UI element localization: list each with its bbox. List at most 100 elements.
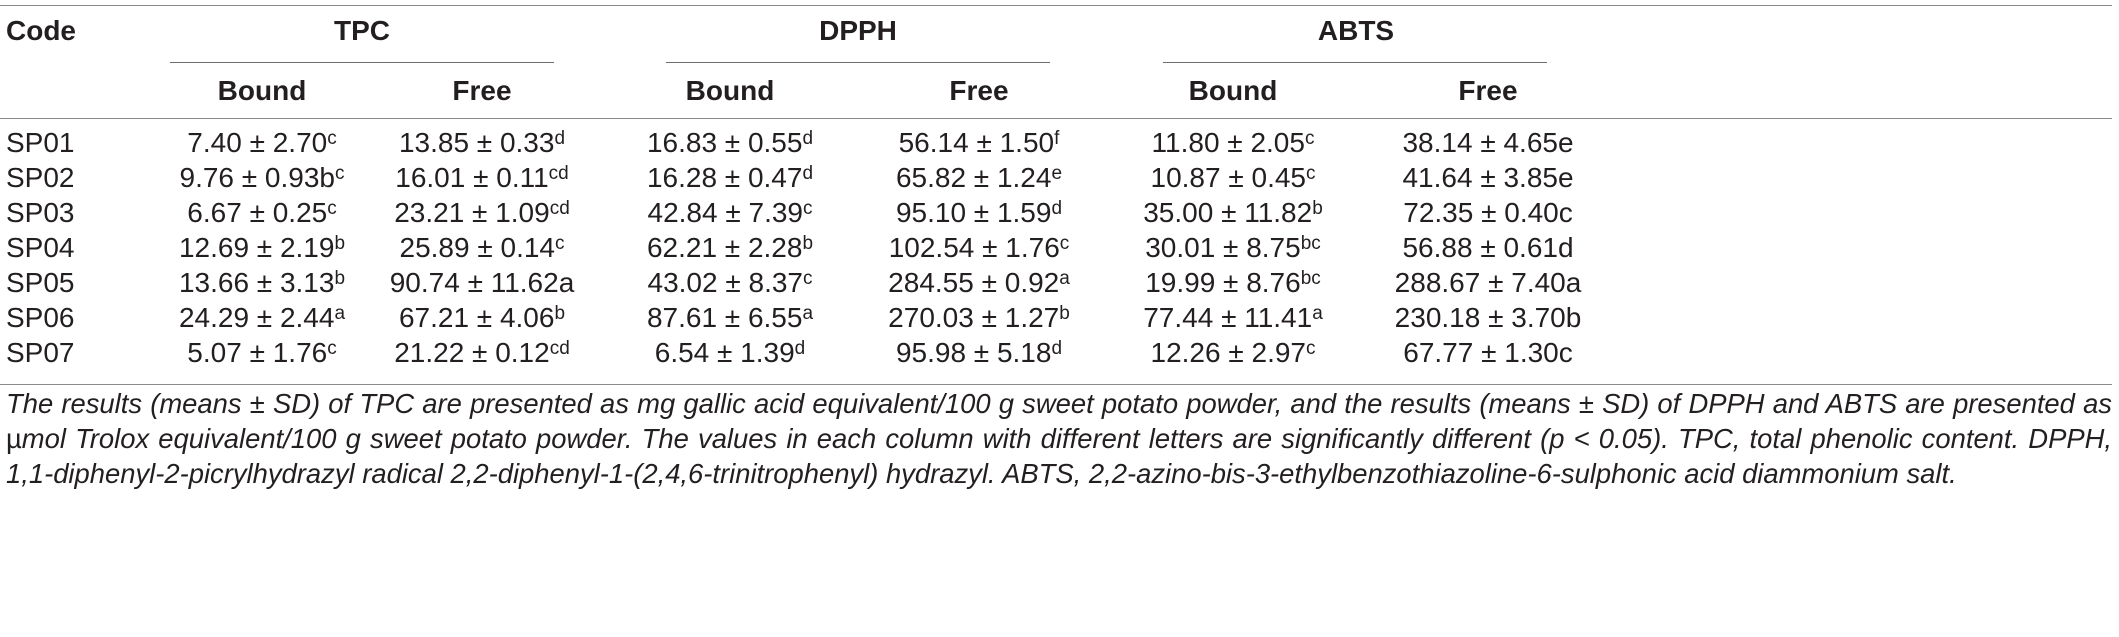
significance-letter: b [1059,303,1070,324]
table-cell: 102.54 ± 1.76c [889,231,1070,265]
table-cell: 12.69 ± 2.19b [179,231,345,265]
table-cell: 6.54 ± 1.39d [655,336,806,370]
cell-value: 62.21 ± 2.28 [646,232,803,263]
cell-value: 95.10 ± 1.59 [895,197,1052,228]
footnote-text-1: The results (means ± SD) of TPC are pres… [6,388,2112,419]
cell-value: 38.14 ± 4.65e [1402,127,1574,158]
cell-value: 56.88 ± 0.61d [1402,232,1574,263]
cell-value: 9.76 ± 0.93b [179,162,336,193]
table-cell: 24.29 ± 2.44a [179,301,345,335]
table-bottom-rule [0,384,2112,385]
row-code: SP02 [6,162,75,193]
cell-value: 12.69 ± 2.19 [178,232,335,263]
row-code: SP01 [6,127,75,158]
dpph-group-rule [666,62,1050,63]
table-cell: 23.21 ± 1.09cd [394,196,570,230]
cell-value: 72.35 ± 0.40c [1403,197,1573,228]
table-cell: 5.07 ± 1.76c [187,336,336,370]
table-cell: 62.21 ± 2.28b [647,231,813,265]
significance-letter: b [334,233,346,254]
significance-letter: b [802,233,814,254]
table-cell: 87.61 ± 6.55a [647,301,813,335]
table-cell: 10.87 ± 0.45c [1151,161,1316,195]
subheader-dpph-free: Free [949,75,1009,106]
group-header-dpph: DPPH [819,15,897,46]
significance-letter: bc [1300,233,1321,254]
subheader-tpc-bound: Bound [217,75,307,106]
cell-value: 284.55 ± 0.92 [888,267,1060,298]
cell-value: 230.18 ± 3.70b [1394,302,1582,333]
significance-letter: bc [1300,268,1321,289]
table-cell: 12.26 ± 2.97c [1151,336,1316,370]
cell-value: 23.21 ± 1.09 [394,197,550,228]
significance-letter: c [803,198,813,219]
cell-value: 95.98 ± 5.18 [895,337,1052,368]
table-cell: 30.01 ± 8.75bc [1145,231,1321,265]
table-cell: 35.00 ± 11.82b [1143,196,1323,230]
cell-value: 21.22 ± 0.12 [394,337,550,368]
cell-value: 270.03 ± 1.27 [888,302,1060,333]
significance-letter: cd [549,198,570,219]
significance-letter: f [1054,128,1060,149]
table-cell: 25.89 ± 0.14c [400,231,565,265]
cell-value: 67.77 ± 1.30c [1403,337,1573,368]
cell-value: 41.64 ± 3.85e [1402,162,1574,193]
table-cell: 284.55 ± 0.92a [888,266,1070,300]
table-cell: 13.85 ± 0.33d [399,126,565,160]
table-cell: 6.67 ± 0.25c [187,196,336,230]
table-cell: 67.77 ± 1.30c [1403,336,1573,370]
table-cell: 72.35 ± 0.40c [1403,196,1573,230]
table-cell: 7.40 ± 2.70c [187,126,336,160]
significance-letter: d [802,128,814,149]
significance-letter: cd [549,338,570,359]
significance-letter: c [335,163,345,184]
significance-letter: c [1304,128,1315,149]
significance-letter: b [1312,198,1323,219]
table-cell: 13.66 ± 3.13b [179,266,345,300]
cell-value: 16.28 ± 0.47 [646,162,803,193]
cell-value: 16.01 ± 0.11 [395,162,549,193]
row-code: SP03 [6,197,75,228]
table-top-rule [0,5,2112,6]
significance-letter: c [555,233,565,254]
table-cell: 90.74 ± 11.62a [390,266,575,300]
table-cell: 56.88 ± 0.61d [1402,231,1573,265]
subheader-abts-free: Free [1458,75,1518,106]
table-cell: 11.80 ± 2.05c [1152,126,1315,160]
significance-letter: cd [548,163,569,184]
table-cell: 95.98 ± 5.18d [896,336,1062,370]
cell-value: 102.54 ± 1.76 [888,232,1060,263]
cell-value: 16.83 ± 0.55 [646,127,803,158]
table-cell: 288.67 ± 7.40a [1395,266,1582,300]
cell-value: 13.66 ± 3.13 [178,267,335,298]
significance-letter: a [1312,303,1323,324]
table-cell: 41.64 ± 3.85e [1402,161,1573,195]
table-cell: 67.21 ± 4.06b [399,301,565,335]
footnote-text-2: mol Trolox equivalent/100 g sweet potato… [6,423,2112,489]
cell-value: 10.87 ± 0.45 [1150,162,1307,193]
table-cell: 270.03 ± 1.27b [888,301,1070,335]
tpc-group-rule [170,62,554,63]
significance-letter: d [1051,198,1063,219]
cell-value: 13.85 ± 0.33 [398,127,555,158]
cell-value: 7.40 ± 2.70 [187,127,328,158]
cell-value: 65.82 ± 1.24 [895,162,1052,193]
significance-letter: c [327,198,337,219]
table-cell: 16.83 ± 0.55d [647,126,813,160]
group-header-tpc: TPC [334,15,390,46]
table-cell: 16.28 ± 0.47d [647,161,813,195]
table-cell: 230.18 ± 3.70b [1395,301,1582,335]
cell-value: 35.00 ± 11.82 [1143,197,1313,228]
row-code: SP07 [6,337,75,368]
significance-letter: c [803,268,813,289]
significance-letter: c [1059,233,1070,254]
header-bottom-rule [0,118,2112,119]
cell-value: 87.61 ± 6.55 [646,302,803,333]
cell-value: 12.26 ± 2.97 [1150,337,1307,368]
cell-value: 24.29 ± 2.44 [178,302,335,333]
cell-value: 77.44 ± 11.41 [1143,302,1313,333]
cell-value: 56.14 ± 1.50 [898,127,1055,158]
table-cell: 65.82 ± 1.24e [896,161,1062,195]
footnote-mu-symbol: µ [6,423,22,454]
group-header-abts: ABTS [1317,15,1395,46]
